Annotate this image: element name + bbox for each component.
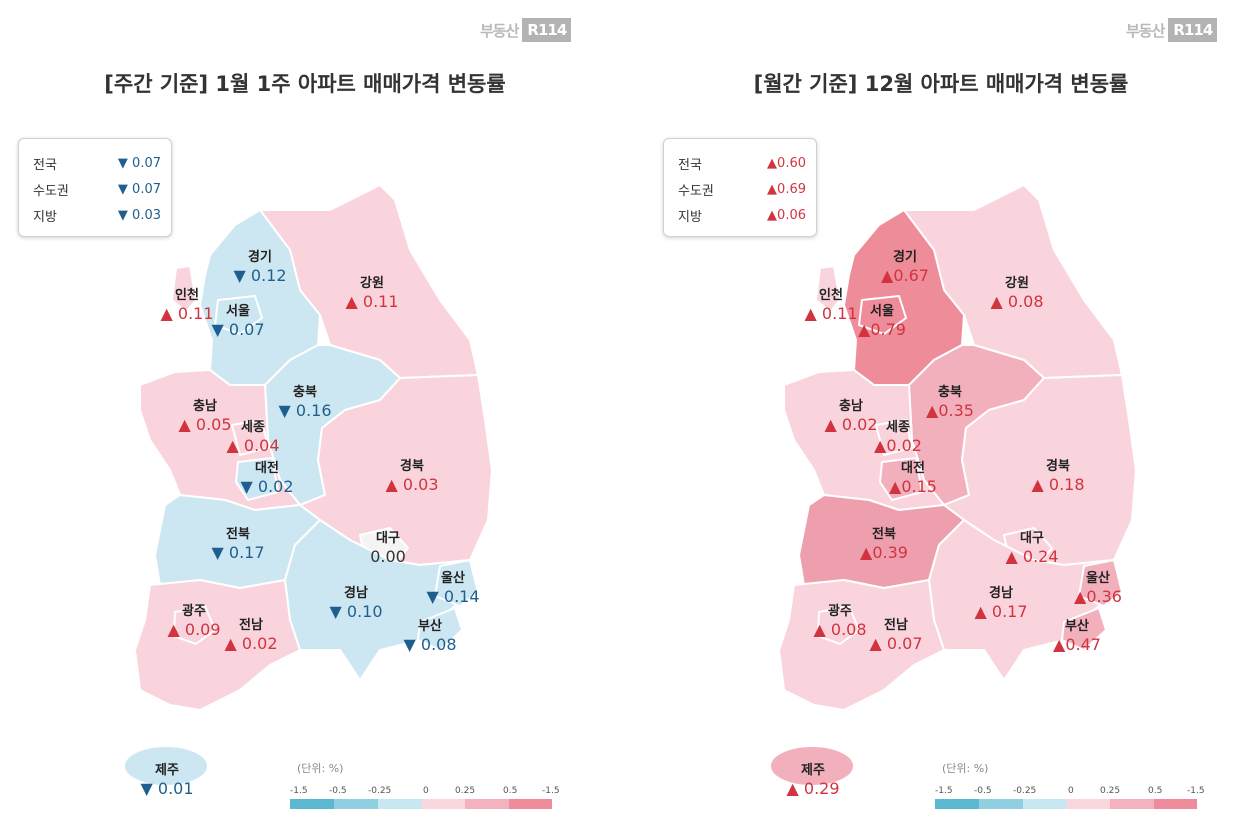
legend-unit: (단위: %) xyxy=(942,762,989,775)
label-jeju: 제주 ▼ 0.01 xyxy=(140,763,194,798)
region-daejeon xyxy=(879,457,923,501)
label-daegu: 대구 0.00 xyxy=(370,531,406,566)
brand-logo: 부동산 R114 xyxy=(1126,18,1218,42)
summary-value: ▲0.06 xyxy=(767,207,806,223)
label-sejong: 세종 ▲0.02 xyxy=(874,420,922,455)
legend-swatch xyxy=(378,799,422,809)
summary-label: 전국 xyxy=(33,157,57,173)
brand-badge: R114 xyxy=(522,18,572,42)
summary-label: 지방 xyxy=(678,209,702,225)
region-gwangju xyxy=(173,605,216,645)
label-chungnam: 충남 ▲ 0.02 xyxy=(824,399,878,434)
region-seoul xyxy=(214,295,263,335)
region-ulsan xyxy=(1078,559,1123,607)
summary-value: ▲0.60 xyxy=(767,155,806,171)
region-jeju xyxy=(769,745,855,787)
brand-text: 부동산 xyxy=(480,21,519,40)
label-chungbuk: 충북 ▼ 0.16 xyxy=(278,385,332,420)
label-gwangju: 광주 ▲ 0.09 xyxy=(167,604,221,639)
label-gyeonggi: 경기 ▲0.67 xyxy=(881,250,929,285)
summary-row: 수도권 ▲0.69 xyxy=(678,179,806,199)
legend-swatch xyxy=(1154,799,1197,809)
region-gwangju xyxy=(817,605,860,645)
label-incheon: 인천 ▲ 0.11 xyxy=(160,288,214,323)
legend-unit: (단위: %) xyxy=(297,762,344,775)
legend-swatch xyxy=(422,799,465,809)
summary-row: 지방 ▲0.06 xyxy=(678,205,806,225)
legend-swatch xyxy=(334,799,378,809)
summary-value: ▼ 0.07 xyxy=(117,155,161,171)
label-gyeonggi: 경기 ▼ 0.12 xyxy=(233,250,287,285)
legend-swatch xyxy=(979,799,1023,809)
label-gyeongbuk: 경북 ▲ 0.18 xyxy=(1031,459,1085,494)
label-daejeon: 대전 ▼ 0.02 xyxy=(240,461,294,496)
label-gyeongbuk: 경북 ▲ 0.03 xyxy=(385,459,439,494)
region-seoul xyxy=(858,295,907,335)
legend-color-bar xyxy=(935,799,1197,809)
summary-row: 전국 ▲0.60 xyxy=(678,153,806,173)
korea-map-weekly xyxy=(123,184,493,787)
legend-swatch xyxy=(935,799,979,809)
summary-row: 수도권 ▼ 0.07 xyxy=(33,179,161,199)
label-ulsan: 울산 ▲0.36 xyxy=(1074,571,1122,606)
legend-color-bar xyxy=(290,799,552,809)
summary-value: ▼ 0.03 xyxy=(117,207,161,223)
label-ulsan: 울산 ▼ 0.14 xyxy=(426,571,480,606)
korea-map-monthly xyxy=(769,184,1137,787)
region-incheon xyxy=(815,265,841,313)
label-jeonbuk: 전북 ▲0.39 xyxy=(860,527,908,562)
label-jeonbuk: 전북 ▼ 0.17 xyxy=(211,527,265,562)
label-incheon: 인천 ▲ 0.11 xyxy=(804,288,858,323)
region-incheon xyxy=(171,265,197,313)
label-gwangju: 광주 ▲ 0.08 xyxy=(813,604,867,639)
label-jeonnam: 전남 ▲ 0.07 xyxy=(869,618,923,653)
summary-value: ▼ 0.07 xyxy=(117,181,161,197)
summary-label: 수도권 xyxy=(678,183,714,199)
legend-swatch xyxy=(290,799,334,809)
label-gyeongnam: 경남 ▼ 0.10 xyxy=(329,586,383,621)
legend-swatch xyxy=(509,799,552,809)
legend-swatch xyxy=(1110,799,1154,809)
region-sejong xyxy=(875,419,913,456)
page-title-monthly: [월간 기준] 12월 아파트 매매가격 변동률 xyxy=(753,72,1129,96)
label-chungbuk: 충북 ▲0.35 xyxy=(926,385,974,420)
label-sejong: 세종 ▲ 0.04 xyxy=(226,420,280,455)
label-seoul: 서울 ▼ 0.07 xyxy=(211,304,265,339)
legend-swatch xyxy=(465,799,509,809)
region-ulsan xyxy=(434,559,479,607)
label-seoul: 서울 ▲0.79 xyxy=(858,304,906,339)
left-panel: 부동산 R114 [주간 기준] 1월 1주 아파트 매매가격 변동률 전국 ▼… xyxy=(18,18,572,809)
label-gyeongnam: 경남 ▲ 0.17 xyxy=(974,586,1028,621)
summary-box: 전국 ▲0.60 수도권 ▲0.69 지방 ▲0.06 xyxy=(663,138,817,237)
legend-swatch xyxy=(1067,799,1110,809)
brand-text: 부동산 xyxy=(1126,21,1165,40)
label-daegu: 대구 ▲ 0.24 xyxy=(1005,531,1059,566)
label-gangwon: 강원 ▲ 0.11 xyxy=(345,276,399,311)
page-title-weekly: [주간 기준] 1월 1주 아파트 매매가격 변동률 xyxy=(104,72,506,96)
summary-label: 전국 xyxy=(678,157,702,173)
brand-badge: R114 xyxy=(1168,18,1218,42)
summary-box: 전국 ▼ 0.07 수도권 ▼ 0.07 지방 ▼ 0.03 xyxy=(18,138,172,237)
region-jeju xyxy=(123,745,209,787)
region-busan xyxy=(417,607,463,651)
label-jeju: 제주 ▲ 0.29 xyxy=(786,763,840,798)
summary-row: 지방 ▼ 0.03 xyxy=(33,205,161,225)
label-busan: 부산 ▲0.47 xyxy=(1053,619,1101,654)
brand-logo: 부동산 R114 xyxy=(480,18,572,42)
label-daejeon: 대전 ▲0.15 xyxy=(889,461,937,496)
summary-value: ▲0.69 xyxy=(767,181,806,197)
label-jeonnam: 전남 ▲ 0.02 xyxy=(224,618,278,653)
right-panel: 부동산 R114 [월간 기준] 12월 아파트 매매가격 변동률 전국 ▲0.… xyxy=(644,0,1252,838)
label-chungnam: 충남 ▲ 0.05 xyxy=(178,399,232,434)
region-sejong xyxy=(231,419,269,456)
summary-row: 전국 ▼ 0.07 xyxy=(33,153,161,173)
region-busan xyxy=(1061,607,1107,651)
label-gangwon: 강원 ▲ 0.08 xyxy=(990,276,1044,311)
summary-label: 지방 xyxy=(33,209,57,225)
summary-label: 수도권 xyxy=(33,183,69,199)
legend-swatch xyxy=(1023,799,1067,809)
label-busan: 부산 ▼ 0.08 xyxy=(403,619,457,654)
region-daejeon xyxy=(235,457,279,501)
